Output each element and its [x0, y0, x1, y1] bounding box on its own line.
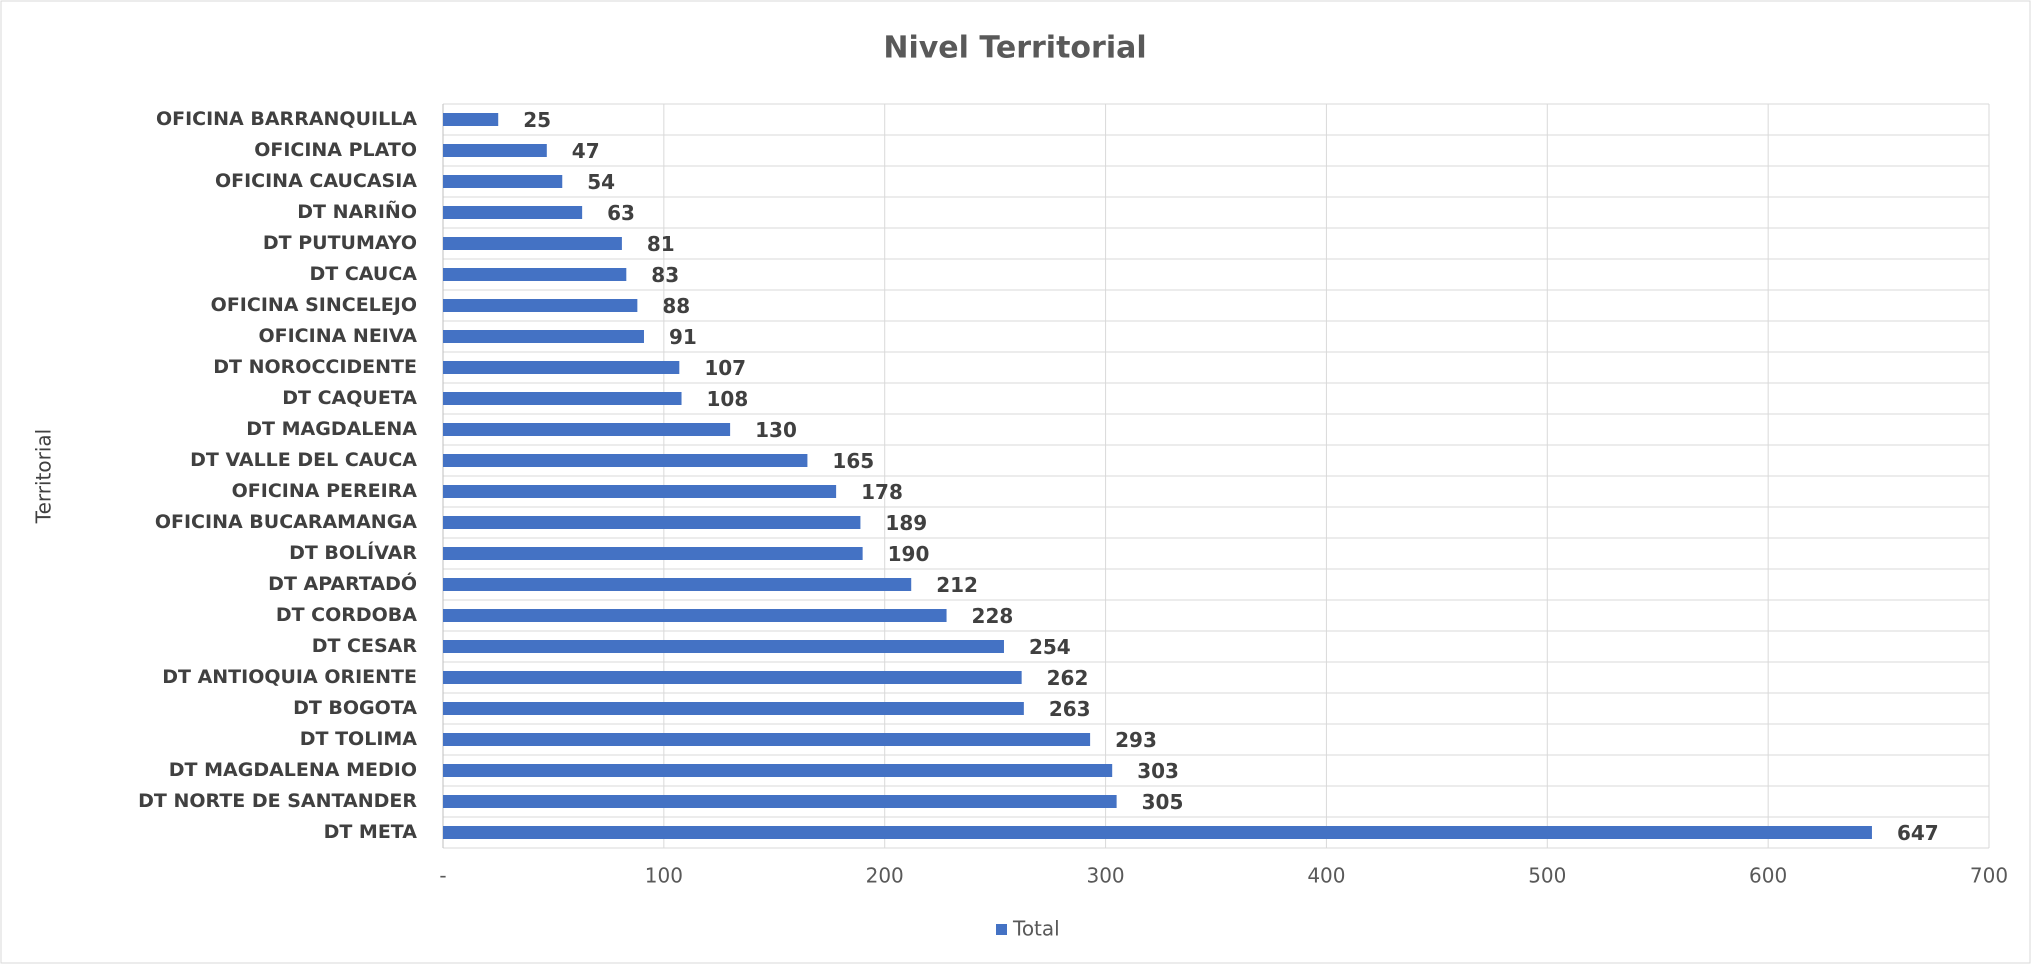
data-label: 293: [1115, 728, 1157, 752]
x-tick-label: 700: [1970, 864, 2008, 888]
y-axis-label: Territorial: [32, 429, 56, 524]
x-tick-label: 100: [645, 864, 683, 888]
data-label: 647: [1897, 821, 1939, 845]
bar: [443, 733, 1091, 746]
y-tick-label: OFICINA NEIVA: [258, 325, 417, 347]
data-label: 189: [885, 511, 927, 535]
data-label: 190: [888, 542, 930, 566]
y-tick-label: DT TOLIMA: [300, 728, 418, 750]
data-label: 88: [662, 294, 690, 318]
bar: [443, 671, 1022, 684]
x-tick-label: 600: [1749, 864, 1787, 888]
y-tick-label: OFICINA PEREIRA: [232, 480, 418, 502]
data-label: 178: [861, 480, 903, 504]
bar: [443, 578, 912, 591]
x-tick-label: 400: [1307, 864, 1345, 888]
chart-title: Nivel Territorial: [883, 31, 1146, 66]
legend-swatch: [996, 924, 1007, 935]
x-tick-label: 500: [1528, 864, 1566, 888]
y-tick-label: DT APARTADÓ: [268, 571, 417, 595]
data-label: 228: [972, 604, 1014, 628]
data-label: 212: [936, 573, 978, 597]
bar: [443, 423, 731, 436]
y-tick-label: DT MAGDALENA: [246, 418, 417, 440]
bar: [443, 795, 1117, 808]
data-label: 263: [1049, 697, 1091, 721]
data-label: 107: [704, 356, 746, 380]
bar: [443, 640, 1004, 653]
x-tick-label: -: [439, 864, 446, 888]
data-label: 108: [707, 387, 749, 411]
bar: [443, 609, 947, 622]
y-tick-label: OFICINA PLATO: [254, 139, 417, 161]
y-tick-label: DT ANTIOQUIA ORIENTE: [162, 666, 417, 688]
y-tick-label: DT NOROCCIDENTE: [213, 356, 417, 378]
x-tick-label: 200: [866, 864, 904, 888]
y-tick-label: OFICINA BUCARAMANGA: [155, 511, 417, 533]
y-tick-label: DT NARIÑO: [297, 199, 417, 223]
data-label: 165: [832, 449, 874, 473]
y-tick-label: DT CAQUETA: [282, 387, 417, 409]
data-label: 81: [647, 232, 675, 256]
data-label: 130: [755, 418, 797, 442]
bar: [443, 764, 1113, 777]
data-label: 303: [1137, 759, 1179, 783]
data-label: 47: [572, 139, 600, 163]
bar: [443, 206, 583, 219]
data-label: 54: [587, 170, 615, 194]
bar: [443, 144, 547, 157]
data-label: 63: [607, 201, 635, 225]
bar: [443, 113, 499, 126]
y-tick-label: DT MAGDALENA MEDIO: [169, 759, 417, 781]
bar: [443, 299, 638, 312]
y-tick-label: DT META: [324, 821, 418, 843]
bar: [443, 516, 861, 529]
bar: [443, 485, 837, 498]
y-tick-label: DT NORTE DE SANTANDER: [138, 790, 417, 812]
y-tick-label: DT VALLE DEL CAUCA: [190, 449, 417, 471]
data-label: 305: [1142, 790, 1184, 814]
bar: [443, 268, 627, 281]
legend-label: Total: [1012, 917, 1060, 941]
bar: [443, 702, 1024, 715]
bar: [443, 330, 644, 343]
data-label: 91: [669, 325, 697, 349]
data-label: 262: [1047, 666, 1089, 690]
bar: [443, 361, 680, 374]
bar: [443, 826, 1872, 839]
y-tick-label: DT BOGOTA: [293, 697, 417, 719]
y-tick-label: DT CAUCA: [310, 263, 418, 285]
y-tick-label: DT CORDOBA: [276, 604, 417, 626]
data-label: 25: [523, 108, 551, 132]
bar: [443, 547, 863, 560]
bar: [443, 175, 563, 188]
y-tick-label: OFICINA SINCELEJO: [211, 294, 417, 316]
y-tick-label: OFICINA BARRANQUILLA: [156, 108, 417, 130]
y-tick-label: DT CESAR: [312, 635, 418, 657]
y-tick-label: DT PUTUMAYO: [263, 232, 417, 254]
data-label: 254: [1029, 635, 1071, 659]
bar: [443, 392, 682, 405]
y-tick-label: DT BOLÍVAR: [289, 541, 417, 564]
bar: [443, 237, 622, 250]
y-tick-label: OFICINA CAUCASIA: [215, 170, 417, 192]
data-label: 83: [651, 263, 679, 287]
bar: [443, 454, 808, 467]
x-tick-label: 300: [1086, 864, 1124, 888]
